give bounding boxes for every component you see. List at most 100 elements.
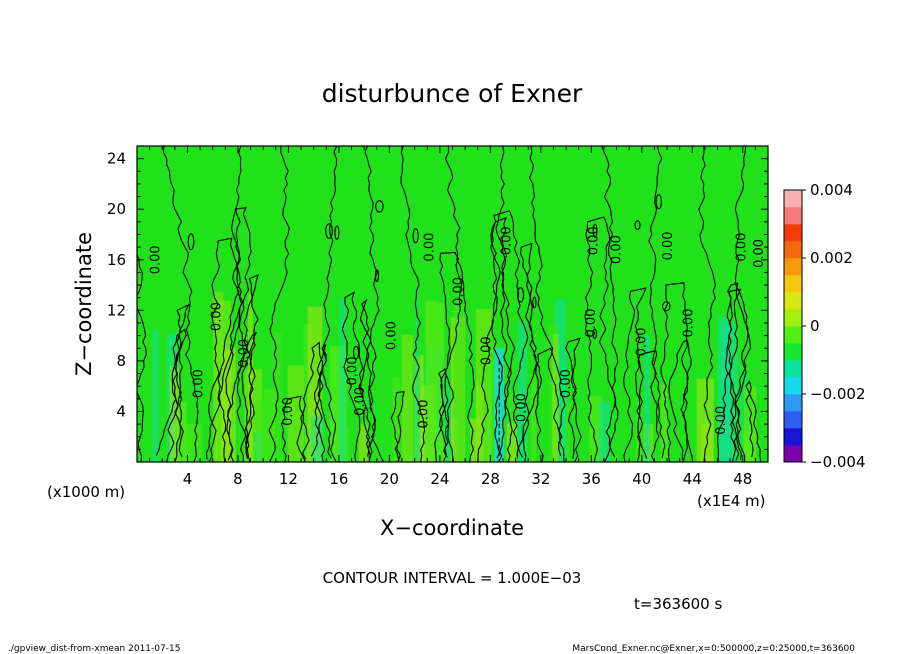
contour-line <box>155 328 187 462</box>
field-patch <box>338 297 346 462</box>
contour-line <box>225 146 243 462</box>
field-patch <box>414 289 420 462</box>
contour-labels: 0.000.000.000.000.000.000.000.000.000.00… <box>149 226 767 434</box>
contour-blob <box>634 220 641 230</box>
contour-line <box>400 146 426 462</box>
contour-blob <box>325 223 333 239</box>
contour-line <box>660 282 694 462</box>
x-tick-label: 12 <box>279 470 298 488</box>
contour-line <box>137 246 147 462</box>
contour-label: 0.00 <box>346 357 361 386</box>
field-patch <box>470 418 481 462</box>
contour-line <box>477 216 511 462</box>
contour-label: 0.00 <box>416 400 431 429</box>
field-patch <box>599 401 611 462</box>
plot-area: 0.000.000.000.000.000.000.000.000.000.00… <box>137 146 768 462</box>
field-patch <box>424 300 437 462</box>
contour-line <box>584 216 619 462</box>
contour-line <box>717 288 742 462</box>
y-tick-label: 20 <box>107 200 126 218</box>
footer-left: ./gpview_dist-from-xmean 2011-07-15 <box>8 644 180 654</box>
contour-blob <box>375 200 384 213</box>
zero-contours <box>137 146 762 462</box>
x-tick-label: 24 <box>430 470 449 488</box>
contour-label: 0.00 <box>661 231 676 260</box>
contour-label: 0.00 <box>353 387 368 416</box>
colorbar-swatch <box>784 445 802 463</box>
contour-line <box>314 146 338 462</box>
contour-line <box>727 282 749 462</box>
contour-line <box>668 339 692 462</box>
field-patch <box>392 377 400 462</box>
contour-blob <box>334 225 340 240</box>
field-patch <box>660 384 668 462</box>
contour-label: 0.00 <box>452 277 467 306</box>
contour-label: 0.00 <box>587 226 602 255</box>
contour-line <box>296 341 324 462</box>
x-unit-label: (x1E4 m) <box>697 492 766 510</box>
contour-label: 0.00 <box>515 393 530 422</box>
contour-line <box>316 344 337 462</box>
field-patch <box>696 378 714 462</box>
x-tick-label: 20 <box>380 470 399 488</box>
field-patch <box>517 321 528 462</box>
contour-line <box>358 146 380 462</box>
colorbar-ticks: 0.004 0.002 0 −0.002 −0.004 <box>802 181 866 471</box>
field-patch <box>358 424 368 462</box>
field-patch <box>475 384 484 462</box>
colorbar-swatch <box>784 377 802 395</box>
x-tick-label: 32 <box>531 470 550 488</box>
contour-line <box>390 391 405 462</box>
colorbar-tick-label: 0.002 <box>810 249 853 267</box>
colorbar-swatch <box>784 258 802 276</box>
contour-label: 0.00 <box>635 327 650 356</box>
colorbar-swatch <box>784 241 802 259</box>
x-tick-label: 36 <box>582 470 601 488</box>
y-axis-ticks: 4 8 12 16 20 24 <box>107 150 768 450</box>
contour-line <box>268 146 290 462</box>
contour-line <box>623 287 648 462</box>
contour-line <box>495 146 516 462</box>
contour-line <box>734 146 751 462</box>
contour-blob <box>412 228 419 244</box>
contour-interval-text: CONTOUR INTERVAL = 1.000E−03 <box>323 569 582 587</box>
field-patch <box>303 324 311 462</box>
contour-label: 0.00 <box>209 302 224 331</box>
contour-line <box>172 303 190 462</box>
field-patch <box>401 334 414 462</box>
y-axis-label: Z−coordinate <box>72 232 96 376</box>
footer-right: MarsCond_Exner.nc@Exner,x=0:500000,z=0:2… <box>572 644 855 654</box>
colorbar-tick-label: −0.002 <box>810 385 866 403</box>
contour-label: 0.00 <box>609 235 624 264</box>
contour-label: 0.00 <box>681 309 696 338</box>
field-patch <box>345 427 350 462</box>
chart-title: disturbunce of Exner <box>322 79 583 108</box>
contour-line <box>745 380 762 462</box>
colorbar-swatch <box>784 207 802 225</box>
x-tick-label: 4 <box>183 470 193 488</box>
y-tick-label: 12 <box>107 301 126 319</box>
contour-blob <box>353 345 360 360</box>
contour-line <box>528 146 565 462</box>
contour-line <box>648 146 663 462</box>
x-tick-label: 16 <box>329 470 348 488</box>
timestamp-text: t=363600 s <box>634 595 722 613</box>
colorbar-tick-label: 0.004 <box>810 181 853 199</box>
field-patch <box>589 396 603 462</box>
colorbar-tick-label: −0.004 <box>810 453 866 471</box>
contour-line <box>205 237 244 462</box>
field-patch <box>453 302 465 462</box>
contour-label: 0.00 <box>192 369 207 398</box>
contour-label: 0.00 <box>500 226 515 255</box>
y-tick-label: 8 <box>116 352 126 370</box>
contour-label: 0.00 <box>281 397 296 426</box>
contour-blob <box>655 194 662 210</box>
contour-label: 0.00 <box>423 233 438 262</box>
contour-line <box>598 146 619 462</box>
colorbar-swatch <box>784 190 802 208</box>
contour-line <box>359 298 385 462</box>
field-patch <box>152 329 159 462</box>
contour-line <box>698 146 717 462</box>
colorbar-swatch <box>784 326 802 344</box>
